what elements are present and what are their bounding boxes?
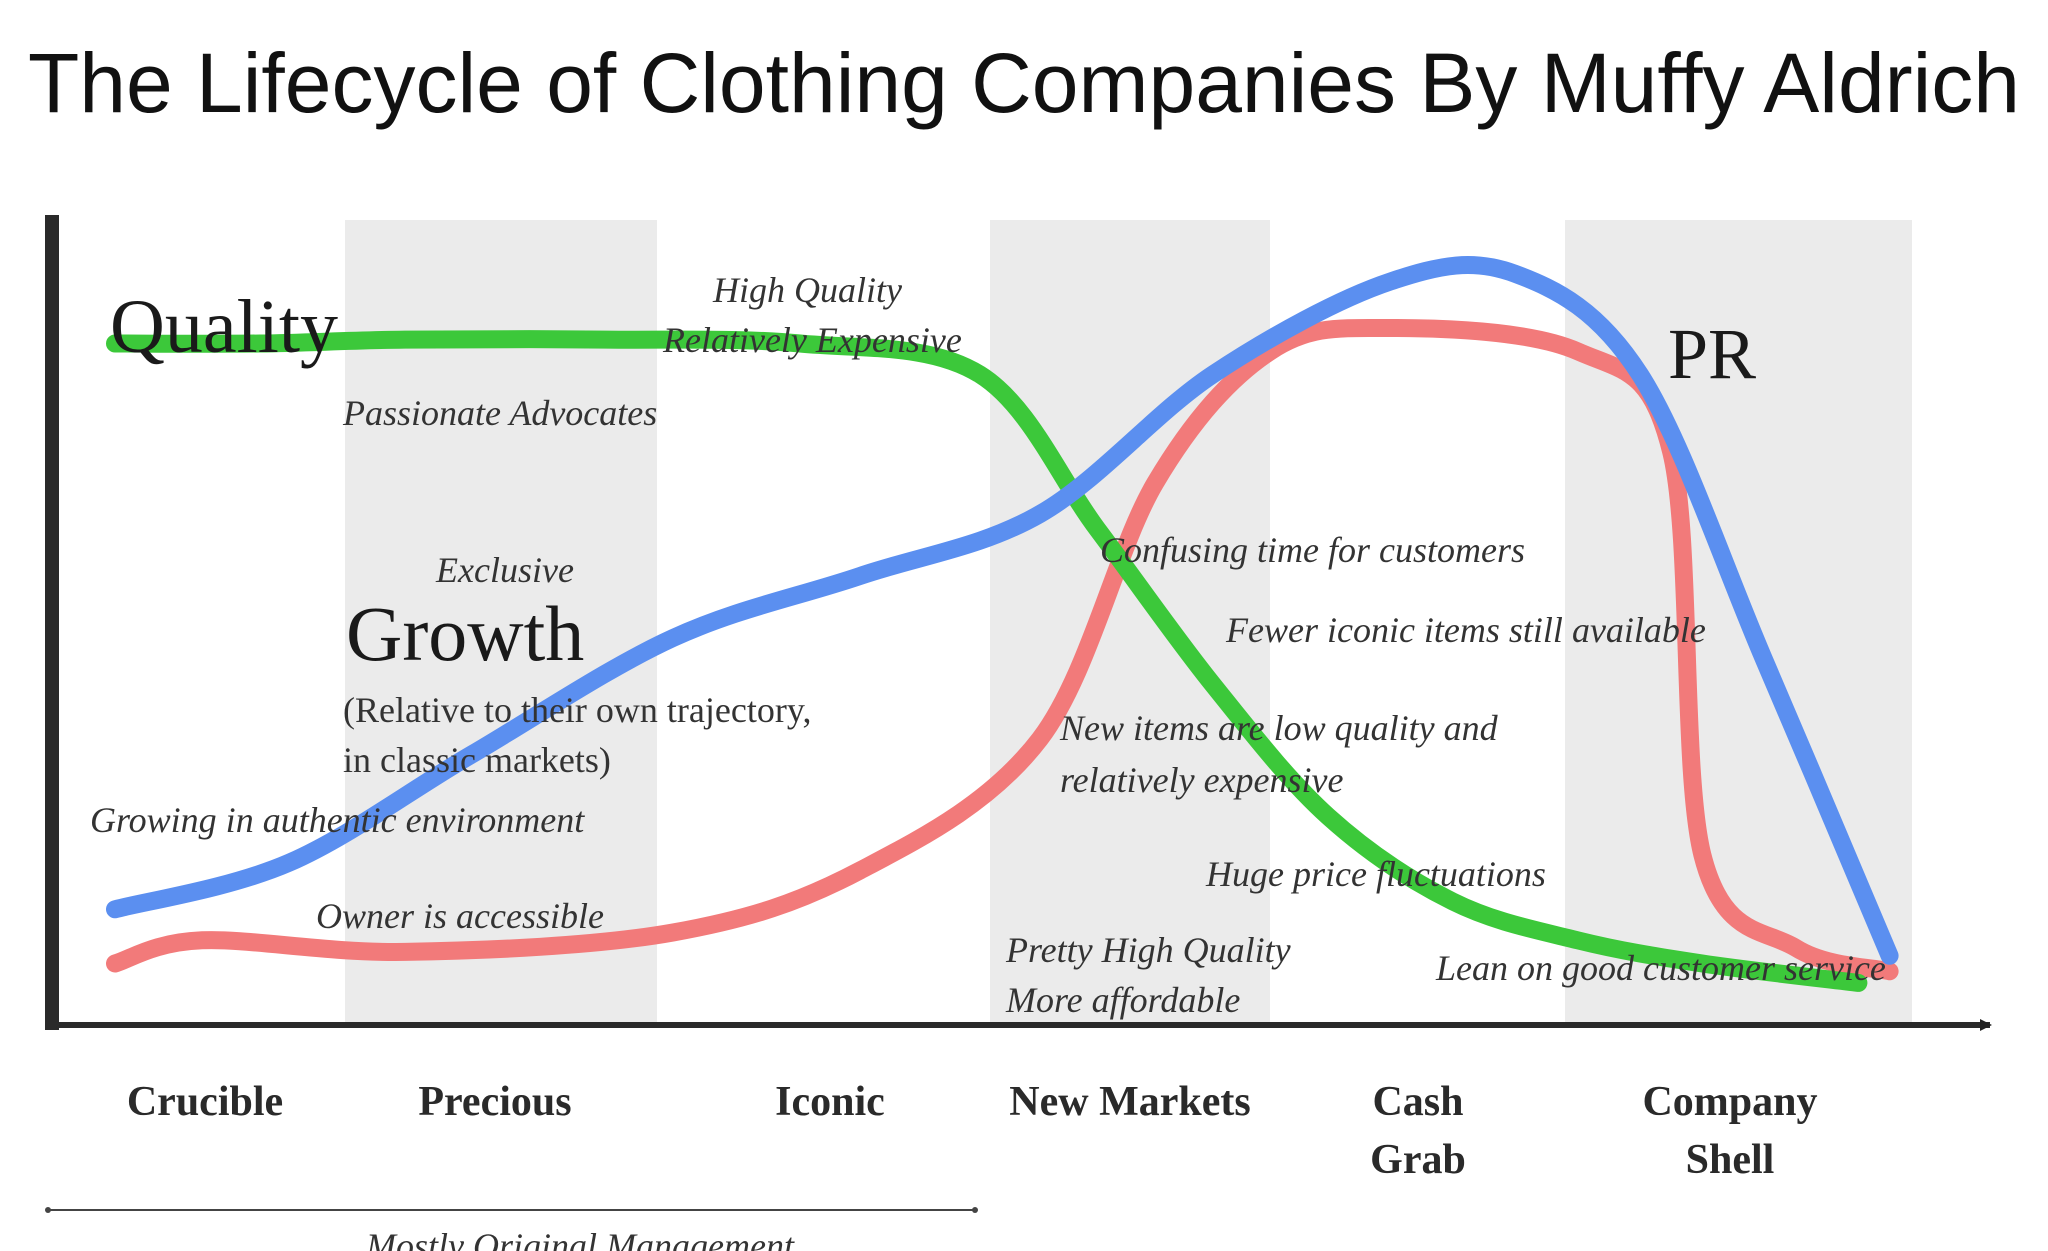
- stage-labels: Crucible Precious Iconic New Markets Cash Gra…: [127, 1079, 1818, 1183]
- annotation-more-affordable: More affordable: [1005, 980, 1240, 1020]
- annotation-high-quality: High Quality: [712, 270, 902, 310]
- annotation-new-items-low-quality: New items are low quality and: [1059, 708, 1499, 748]
- chart-title: The Lifecycle of Clothing Companies By M…: [28, 36, 2020, 130]
- growth-note-line-1: (Relative to their own trajectory,: [343, 690, 812, 730]
- shaded-band-new-markets: [990, 220, 1270, 1025]
- annotation-passionate-advocates: Passionate Advocates: [342, 393, 657, 433]
- annotation-relatively-expensive-2: relatively expensive: [1060, 760, 1344, 800]
- series-label-quality: Quality: [110, 285, 338, 369]
- series-label-pr: PR: [1668, 314, 1756, 394]
- annotation-owner-accessible: Owner is accessible: [316, 896, 604, 936]
- stage-label-cash-grab-line-1: Cash: [1372, 1079, 1463, 1125]
- annotation-exclusive: Exclusive: [435, 550, 574, 590]
- series-line-quality: [106, 330, 1868, 992]
- stage-label-company-shell-line-1: Company: [1642, 1079, 1817, 1125]
- annotation-pretty-high-quality: Pretty High Quality: [1005, 930, 1291, 970]
- management-bracket-label: Mostly Original Management: [365, 1226, 795, 1251]
- annotation-lean-on-customer-service: Lean on good customer service: [1435, 948, 1886, 988]
- stage-label-cash-grab-line-2: Grab: [1370, 1137, 1466, 1183]
- stage-label-new-markets: New Markets: [1009, 1079, 1250, 1125]
- bracket-end-left: [45, 1207, 51, 1213]
- annotation-fewer-iconic-items: Fewer iconic items still available: [1225, 610, 1706, 650]
- stage-label-company-shell-line-2: Shell: [1686, 1137, 1775, 1183]
- series-lines: [106, 256, 1899, 992]
- stage-label-precious: Precious: [418, 1079, 571, 1125]
- bracket-end-right: [972, 1207, 978, 1213]
- stage-label-crucible: Crucible: [127, 1079, 283, 1125]
- growth-note-line-2: in classic markets): [343, 740, 611, 780]
- annotation-relatively-expensive: Relatively Expensive: [662, 320, 962, 360]
- series-line-growth: [106, 256, 1899, 965]
- series-label-growth: Growth: [346, 590, 584, 677]
- shaded-band-precious: [345, 220, 657, 1025]
- series-line-pr: [106, 318, 1899, 981]
- annotation-huge-price-fluctuations: Huge price fluctuations: [1205, 854, 1546, 894]
- annotation-confusing-time: Confusing time for customers: [1100, 530, 1525, 570]
- annotation-growing-authentic: Growing in authentic environment: [90, 800, 585, 840]
- stage-label-iconic: Iconic: [775, 1079, 885, 1125]
